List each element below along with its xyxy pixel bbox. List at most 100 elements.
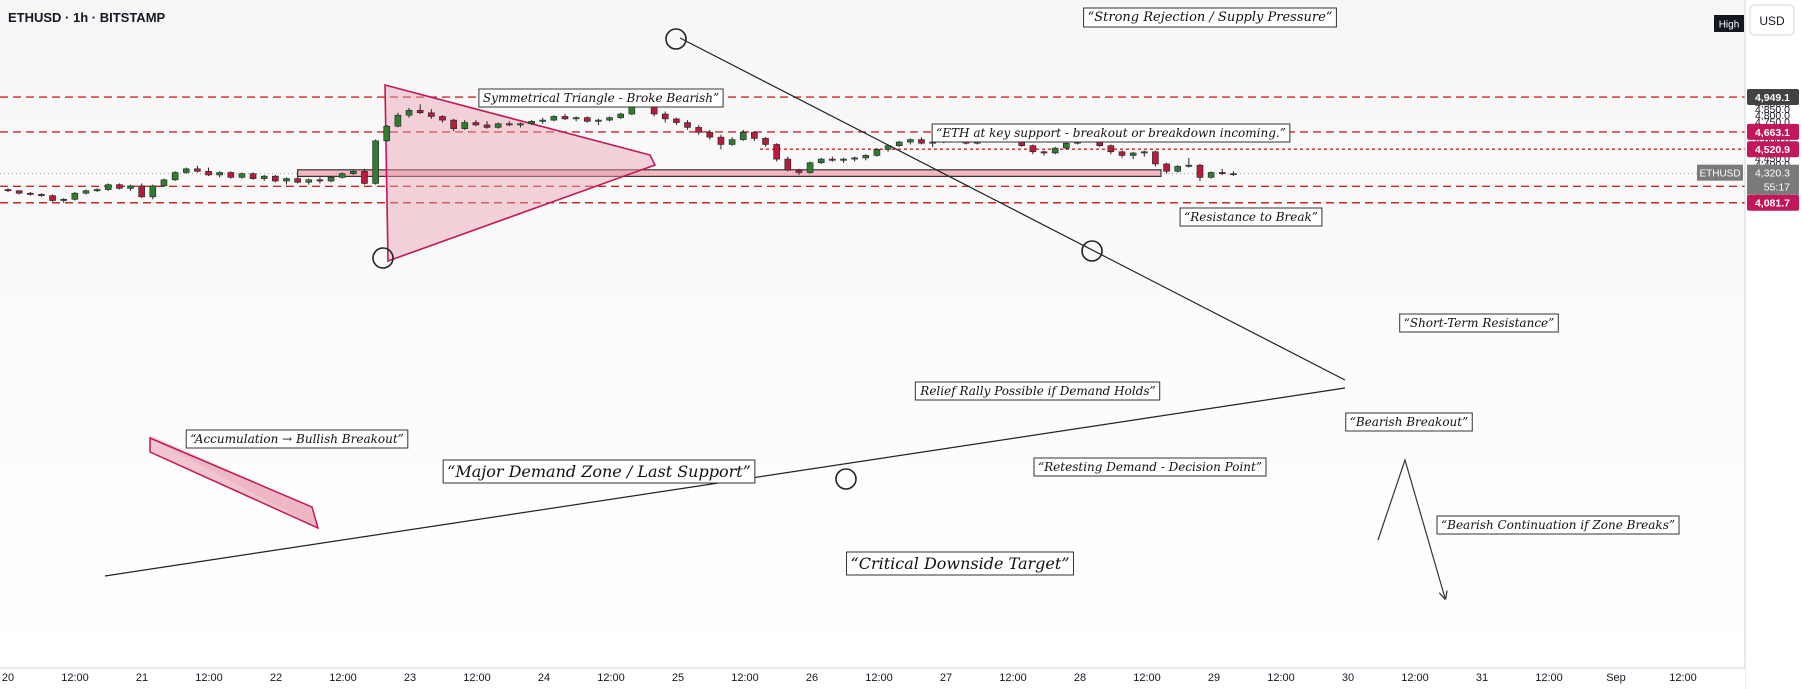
currency-button-bg[interactable] (1749, 4, 1795, 36)
candle-body[interactable] (305, 179, 313, 183)
candle-body[interactable] (216, 172, 223, 176)
candle-body[interactable] (49, 195, 56, 201)
candle-body[interactable] (1107, 145, 1115, 153)
candle-body[interactable] (505, 123, 513, 126)
candle-body[interactable] (472, 122, 480, 126)
candle-body[interactable] (784, 158, 792, 171)
candle-body[interactable] (817, 158, 825, 164)
candle-body[interactable] (1230, 173, 1237, 176)
candle-body[interactable] (1218, 172, 1226, 175)
candle-body[interactable] (673, 118, 680, 123)
candle-body[interactable] (461, 122, 469, 129)
candle-body[interactable] (695, 127, 702, 133)
candle-body[interactable] (494, 123, 502, 128)
candle-body[interactable] (450, 119, 457, 129)
candle-body[interactable] (338, 173, 346, 178)
candle-body[interactable] (272, 175, 279, 182)
candle-body[interactable] (528, 121, 535, 125)
candle-body[interactable] (1029, 145, 1037, 153)
candle-body[interactable] (684, 122, 691, 128)
candle-body[interactable] (895, 141, 903, 146)
candle-body[interactable] (1063, 142, 1070, 149)
candle-body[interactable] (1040, 151, 1048, 154)
candle-body[interactable] (884, 145, 892, 150)
candle-body[interactable] (428, 112, 435, 117)
candle-body[interactable] (1140, 151, 1148, 154)
candle-body[interactable] (829, 158, 836, 161)
candle-body[interactable] (26, 192, 34, 195)
candle-body[interactable] (238, 173, 246, 178)
candle-body[interactable] (1118, 151, 1126, 156)
candle-body[interactable] (182, 168, 190, 173)
candle-body[interactable] (372, 140, 379, 184)
candle-body[interactable] (1129, 152, 1137, 156)
candle-body[interactable] (751, 131, 758, 139)
accumulation-channel[interactable] (149, 436, 320, 530)
candle-body[interactable] (806, 162, 814, 173)
candle-body[interactable] (416, 110, 424, 114)
candle-body[interactable] (394, 114, 402, 127)
candle-body[interactable] (1207, 172, 1215, 178)
candle-body[interactable] (561, 116, 569, 120)
candle-body[interactable] (205, 170, 212, 176)
candle-body[interactable] (595, 119, 602, 122)
candle-body[interactable] (283, 178, 290, 182)
candle-body[interactable] (439, 116, 446, 121)
candle-body[interactable] (405, 110, 413, 116)
candle-body[interactable] (361, 170, 368, 184)
candle-body[interactable] (617, 113, 625, 118)
candle-body[interactable] (249, 173, 257, 179)
candle-body[interactable] (350, 170, 357, 175)
candle-body[interactable] (483, 124, 491, 128)
candle-body[interactable] (572, 117, 580, 120)
candle-body[interactable] (160, 179, 168, 187)
candle-body[interactable] (194, 168, 201, 172)
candle-body[interactable] (383, 125, 391, 142)
candle-body[interactable] (661, 113, 669, 120)
candle-body[interactable] (918, 139, 925, 144)
candle-body[interactable] (93, 189, 101, 192)
candle-body[interactable] (127, 185, 134, 189)
candle-body[interactable] (717, 136, 725, 145)
candle-body[interactable] (1185, 164, 1193, 167)
candle-body[interactable] (71, 192, 79, 200)
descending-trendline[interactable] (679, 37, 1346, 381)
candle-body[interactable] (1174, 166, 1181, 172)
candle-body[interactable] (15, 190, 23, 194)
demand-zone[interactable] (297, 169, 1162, 177)
candle-body[interactable] (116, 184, 123, 189)
candle-body[interactable] (149, 185, 157, 198)
candle-body[interactable] (862, 155, 870, 159)
currency-button[interactable]: USD (1759, 14, 1785, 28)
candle-body[interactable] (1152, 151, 1159, 165)
candle-body[interactable] (171, 172, 179, 181)
candle-body[interactable] (762, 138, 769, 145)
candle-body[interactable] (260, 175, 268, 179)
candle-body[interactable] (1163, 163, 1170, 172)
candle-body[interactable] (38, 194, 45, 196)
candle-body[interactable] (583, 117, 591, 122)
candle-body[interactable] (82, 190, 90, 194)
candle-body[interactable] (773, 144, 780, 160)
candle-body[interactable] (60, 198, 68, 201)
candle-body[interactable] (873, 149, 881, 156)
candle-body[interactable] (316, 179, 324, 182)
candle-body[interactable] (706, 131, 714, 138)
candle-body[interactable] (227, 172, 235, 178)
candle-body[interactable] (517, 123, 524, 126)
candle-body[interactable] (550, 116, 558, 121)
candle-body[interactable] (1196, 164, 1204, 178)
candle-body[interactable] (327, 177, 335, 182)
candle-body[interactable] (4, 189, 12, 192)
candle-body[interactable] (851, 157, 858, 160)
candle-body[interactable] (739, 131, 747, 140)
candle-body[interactable] (104, 184, 112, 190)
symmetrical-triangle[interactable] (384, 83, 657, 263)
candle-body[interactable] (795, 169, 803, 173)
candle-body[interactable] (294, 178, 301, 183)
candle-body[interactable] (728, 139, 736, 145)
candle-body[interactable] (907, 139, 914, 143)
candle-body[interactable] (539, 119, 547, 122)
